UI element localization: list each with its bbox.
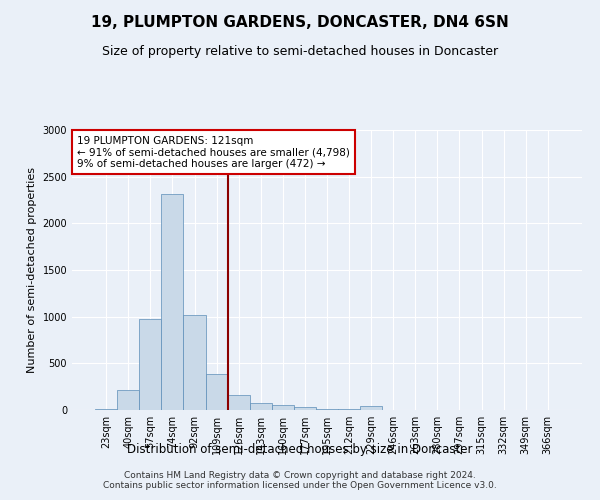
Bar <box>206 374 227 410</box>
Bar <box>227 394 250 410</box>
Text: 19 PLUMPTON GARDENS: 121sqm
← 91% of semi-detached houses are smaller (4,798)
9%: 19 PLUMPTON GARDENS: 121sqm ← 91% of sem… <box>77 136 350 169</box>
Bar <box>338 409 360 410</box>
Bar <box>184 315 206 410</box>
Bar <box>95 408 117 410</box>
Text: Distribution of semi-detached houses by size in Doncaster: Distribution of semi-detached houses by … <box>127 444 473 456</box>
Bar <box>294 407 316 410</box>
Text: 19, PLUMPTON GARDENS, DONCASTER, DN4 6SN: 19, PLUMPTON GARDENS, DONCASTER, DN4 6SN <box>91 15 509 30</box>
Y-axis label: Number of semi-detached properties: Number of semi-detached properties <box>27 167 37 373</box>
Bar <box>161 194 184 410</box>
Bar <box>117 390 139 410</box>
Bar <box>316 408 338 410</box>
Bar <box>250 402 272 410</box>
Bar <box>272 405 294 410</box>
Bar <box>139 320 161 410</box>
Bar <box>360 406 382 410</box>
Text: Contains HM Land Registry data © Crown copyright and database right 2024.
Contai: Contains HM Land Registry data © Crown c… <box>103 470 497 490</box>
Text: Size of property relative to semi-detached houses in Doncaster: Size of property relative to semi-detach… <box>102 45 498 58</box>
